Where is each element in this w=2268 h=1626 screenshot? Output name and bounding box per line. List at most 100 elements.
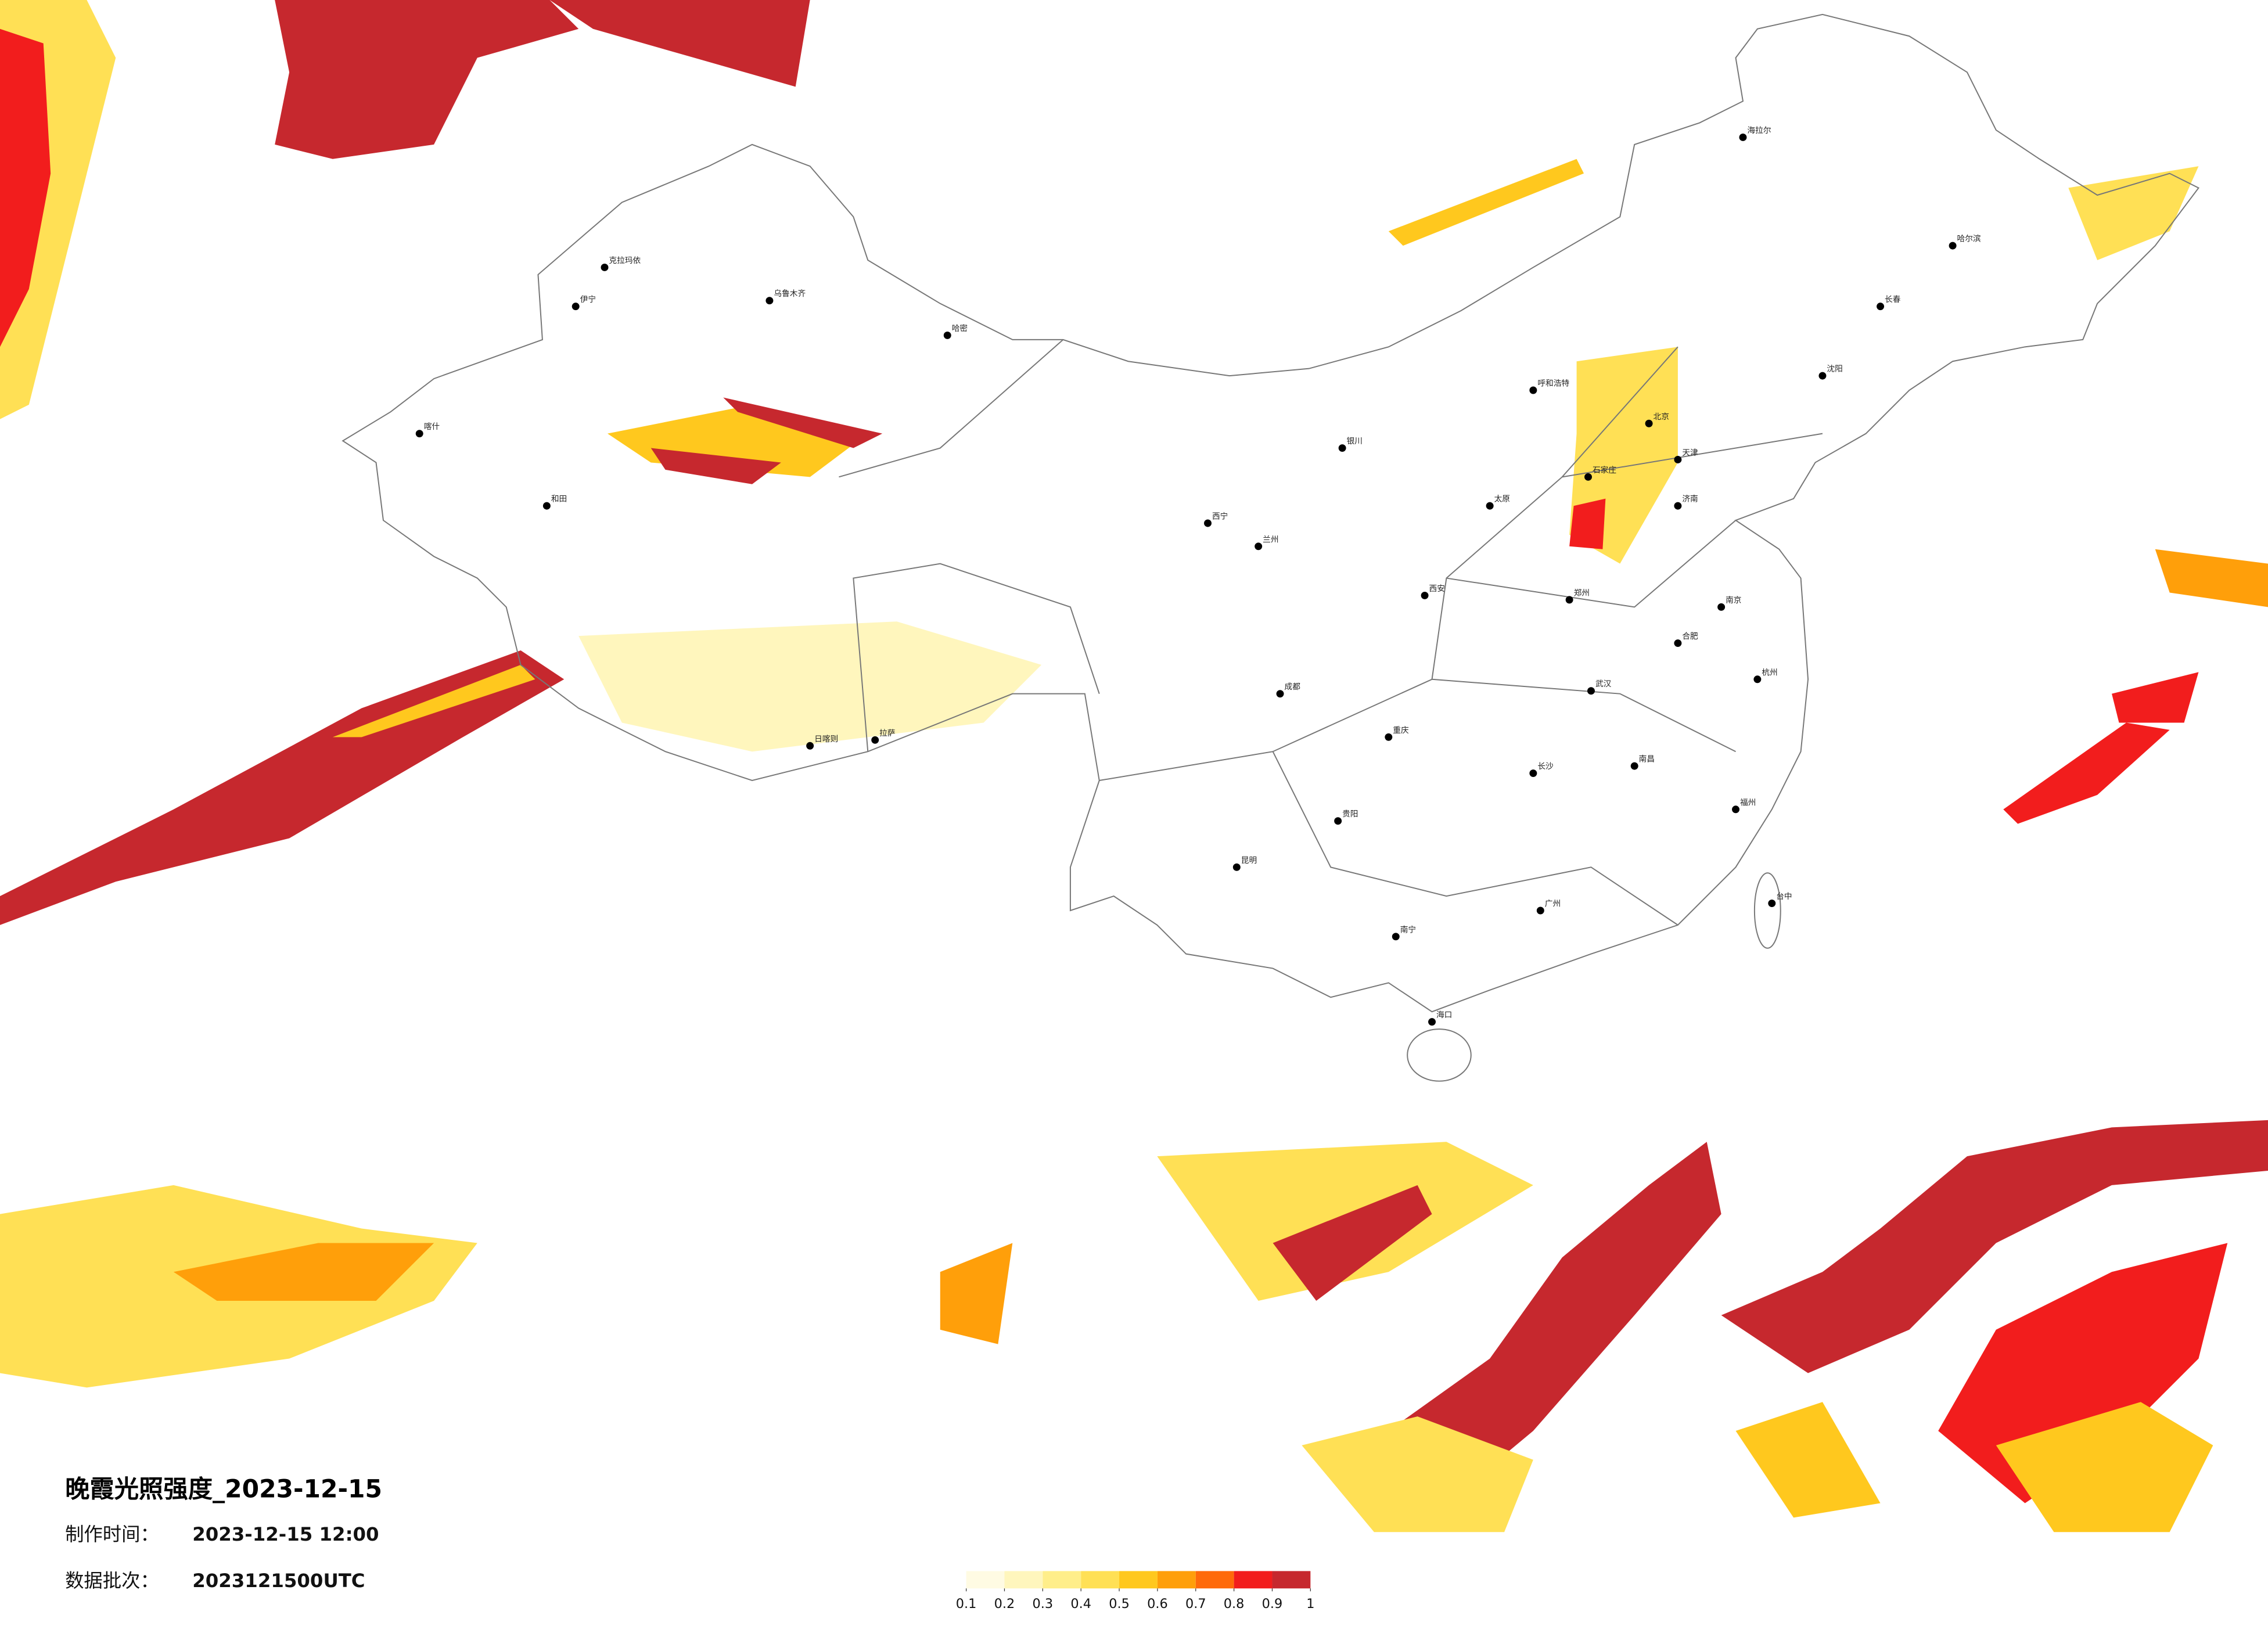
colorbar-tick-label: 0.2 xyxy=(994,1596,1015,1611)
city-dot xyxy=(1717,603,1726,611)
city-label: 台中 xyxy=(1776,892,1792,901)
city: 台中 xyxy=(1768,892,1792,908)
city-dot xyxy=(1529,386,1537,394)
heat-area xyxy=(723,397,883,448)
heat-area xyxy=(650,448,781,484)
city-dot xyxy=(1674,455,1682,463)
colorbar-bin xyxy=(966,1571,1005,1589)
heat-area xyxy=(549,0,810,87)
colorbar-tick-label: 0.8 xyxy=(1224,1596,1245,1611)
heat-area xyxy=(1273,1185,1432,1301)
colorbar-bin xyxy=(1043,1571,1081,1589)
city: 和田 xyxy=(542,495,567,510)
batch-value: 2023121500UTC xyxy=(192,1570,365,1592)
city-label: 克拉玛依 xyxy=(609,256,641,265)
city-label: 兰州 xyxy=(1263,535,1278,544)
city-dot xyxy=(1536,906,1544,915)
colorbar-bin xyxy=(1119,1571,1158,1589)
city-dot xyxy=(1674,639,1682,647)
island-border xyxy=(1753,872,1781,949)
city: 喀什 xyxy=(415,422,440,438)
city: 太原 xyxy=(1486,495,1510,510)
city-dot xyxy=(1584,473,1592,481)
colorbar-tick-label: 0.7 xyxy=(1185,1596,1206,1611)
city: 北京 xyxy=(1645,412,1669,427)
heat-area xyxy=(0,650,565,925)
city-label: 天津 xyxy=(1682,448,1698,458)
colorbar-tick-label: 1 xyxy=(1306,1596,1314,1611)
city: 日喀则 xyxy=(806,735,838,750)
city-dot xyxy=(1334,817,1342,825)
city: 沈阳 xyxy=(1818,365,1843,380)
city-label: 日喀则 xyxy=(814,735,838,744)
city-dot xyxy=(572,303,580,311)
city-label: 哈密 xyxy=(952,323,968,333)
city-label: 北京 xyxy=(1654,412,1669,422)
city: 贵阳 xyxy=(1334,810,1358,825)
city: 拉萨 xyxy=(871,729,896,744)
city-label: 郑州 xyxy=(1574,588,1590,598)
city-label: 长春 xyxy=(1885,295,1901,304)
city-label: 拉萨 xyxy=(879,729,895,738)
city-dot xyxy=(601,263,609,271)
city-label: 海拉尔 xyxy=(1747,126,1771,135)
city: 济南 xyxy=(1674,495,1698,510)
city: 南京 xyxy=(1717,596,1741,611)
colorbar-bin xyxy=(1234,1571,1273,1589)
city-dot xyxy=(1392,933,1400,941)
city-dot xyxy=(1204,519,1212,527)
city-label: 成都 xyxy=(1285,682,1301,692)
city-dot xyxy=(1529,769,1537,778)
city: 郑州 xyxy=(1565,588,1590,604)
city-label: 杭州 xyxy=(1762,668,1777,677)
province-border xyxy=(839,339,1823,926)
heat-area xyxy=(2068,166,2199,260)
time-value: 2023-12-15 12:00 xyxy=(192,1523,379,1545)
city-dot xyxy=(1818,372,1827,380)
colorbar-tick-label: 0.1 xyxy=(956,1596,977,1611)
city: 银川 xyxy=(1338,437,1363,452)
heat-area xyxy=(1938,1243,2228,1503)
heat-area xyxy=(2155,549,2268,607)
country-border xyxy=(342,13,2199,1013)
city-label: 太原 xyxy=(1494,495,1510,504)
city: 重庆 xyxy=(1385,726,1409,741)
city: 杭州 xyxy=(1753,668,1778,684)
city: 哈尔滨 xyxy=(1949,235,1981,250)
city-dot xyxy=(1630,762,1638,770)
city: 广州 xyxy=(1536,900,1561,915)
city-dot xyxy=(542,502,551,510)
city: 乌鲁木齐 xyxy=(765,289,806,305)
city: 西安 xyxy=(1421,584,1445,599)
city: 南昌 xyxy=(1630,755,1655,770)
city-dot xyxy=(1232,863,1241,871)
city-label: 西安 xyxy=(1429,584,1445,593)
heat-area xyxy=(332,664,535,738)
city-dot xyxy=(1385,733,1393,741)
city-dot xyxy=(1486,502,1494,510)
city: 兰州 xyxy=(1255,535,1279,551)
city: 伊宁 xyxy=(572,294,596,311)
city-label: 贵阳 xyxy=(1342,810,1358,819)
city-label: 海口 xyxy=(1436,1010,1452,1020)
city-dot xyxy=(1565,596,1573,604)
city-dot xyxy=(1587,687,1595,695)
city-label: 石家庄 xyxy=(1593,465,1616,475)
city: 成都 xyxy=(1276,682,1301,698)
city-label: 西宁 xyxy=(1212,512,1228,521)
city-dot xyxy=(806,742,814,750)
city-dot xyxy=(943,331,951,339)
city-dot xyxy=(1276,690,1284,698)
city: 长沙 xyxy=(1529,762,1554,778)
heat-area xyxy=(940,1243,1013,1344)
city-label: 银川 xyxy=(1347,437,1363,446)
city-label: 南京 xyxy=(1726,596,1741,605)
city-dot xyxy=(871,736,879,744)
city-dot xyxy=(415,430,423,438)
city: 合肥 xyxy=(1674,632,1698,647)
city: 武汉 xyxy=(1587,679,1612,695)
heat-area xyxy=(2112,672,2199,723)
